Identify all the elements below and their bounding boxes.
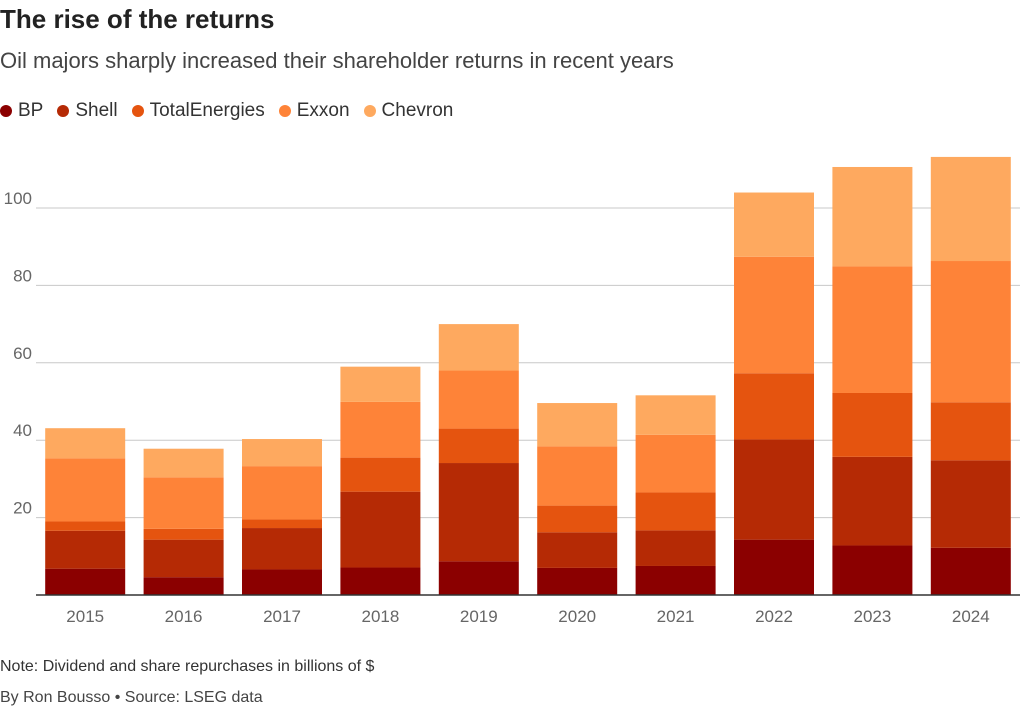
x-tick-label-2024: 2024 bbox=[952, 607, 990, 626]
x-tick-label-2023: 2023 bbox=[853, 607, 891, 626]
bar-2016-totalenergies bbox=[143, 528, 224, 540]
bar-2016-exxon bbox=[143, 477, 224, 529]
bar-2019-chevron bbox=[438, 324, 519, 371]
bar-2015-bp bbox=[45, 568, 126, 595]
legend-swatch-totalenergies bbox=[131, 105, 144, 117]
bar-2016-bp bbox=[143, 577, 224, 595]
legend-label-chevron: Chevron bbox=[381, 100, 454, 121]
legend-swatch-bp bbox=[0, 105, 12, 117]
x-tick-label-2020: 2020 bbox=[558, 607, 596, 626]
bar-2023-shell bbox=[832, 456, 913, 546]
bar-2021-bp bbox=[635, 565, 716, 595]
bar-2024-chevron bbox=[930, 156, 1011, 262]
bar-2024-bp bbox=[930, 547, 1011, 595]
bar-2020-shell bbox=[537, 532, 618, 568]
chart-source: By Ron Bousso • Source: LSEG data bbox=[0, 689, 263, 706]
stacked-bar-chart: 20 40 60 80 100 2015 2016 2017 2018 2019 2020 2021 2… bbox=[4, 156, 1020, 626]
bar-2024-exxon bbox=[930, 261, 1011, 403]
bar-2020-chevron bbox=[537, 403, 618, 447]
y-tick-label-40: 40 bbox=[13, 421, 32, 440]
bar-2015-exxon bbox=[45, 458, 126, 522]
bar-2020-bp bbox=[537, 567, 618, 595]
legend-label-shell: Shell bbox=[75, 100, 118, 121]
bar-2022-chevron bbox=[734, 192, 814, 257]
bar-2015-shell bbox=[45, 530, 126, 569]
bar-2020-exxon bbox=[537, 446, 618, 506]
bar-2018-shell bbox=[340, 491, 421, 568]
legend-label-bp: BP bbox=[18, 100, 44, 121]
legend-swatch-chevron bbox=[363, 105, 376, 117]
bar-2024-totalenergies bbox=[930, 402, 1011, 461]
bar-2017-exxon bbox=[242, 466, 322, 520]
bar-2017-totalenergies bbox=[242, 519, 322, 529]
bar-2017-chevron bbox=[242, 439, 322, 467]
bar-2017-shell bbox=[242, 528, 322, 570]
bar-2016-chevron bbox=[143, 448, 224, 478]
bar-2023-totalenergies bbox=[832, 392, 913, 457]
x-tick-label-2022: 2022 bbox=[755, 607, 793, 626]
x-tick-label-2021: 2021 bbox=[657, 607, 695, 626]
bar-2018-bp bbox=[340, 567, 421, 595]
y-tick-label-80: 80 bbox=[13, 266, 32, 285]
bar-2021-exxon bbox=[635, 434, 716, 493]
bar-2016-shell bbox=[143, 539, 224, 578]
legend-label-exxon: Exxon bbox=[296, 100, 350, 121]
bar-2022-shell bbox=[734, 439, 814, 540]
legend-item-bp: BP bbox=[0, 100, 43, 122]
chart-note: Note: Dividend and share repurchases in … bbox=[0, 658, 375, 675]
bar-2019-shell bbox=[438, 463, 519, 562]
legend-swatch-shell bbox=[57, 105, 70, 117]
bar-2019-totalenergies bbox=[438, 428, 519, 464]
x-tick-label-2015: 2015 bbox=[66, 607, 104, 626]
bar-2021-shell bbox=[635, 530, 716, 566]
y-tick-label-60: 60 bbox=[13, 344, 32, 363]
bar-2019-exxon bbox=[438, 370, 519, 429]
y-tick-label-100: 100 bbox=[4, 189, 32, 208]
bar-2018-totalenergies bbox=[340, 457, 421, 492]
bar-2022-bp bbox=[734, 539, 814, 595]
legend-item-exxon: Exxon bbox=[278, 100, 350, 122]
chart-subtitle: Oil majors sharply increased their share… bbox=[0, 48, 674, 73]
legend-swatch-exxon bbox=[278, 105, 291, 117]
legend-item-shell: Shell bbox=[57, 100, 118, 122]
legend-item-totalenergies: TotalEnergies bbox=[131, 100, 265, 122]
x-tick-label-2019: 2019 bbox=[460, 607, 498, 626]
bar-2015-totalenergies bbox=[45, 521, 126, 531]
legend: BP Shell TotalEnergies Exxon Chevron bbox=[0, 100, 453, 122]
bar-2023-chevron bbox=[832, 166, 913, 267]
legend-label-totalenergies: TotalEnergies bbox=[149, 100, 265, 121]
chart-title: The rise of the returns bbox=[0, 4, 275, 34]
bar-2023-exxon bbox=[832, 266, 913, 393]
bar-2021-totalenergies bbox=[635, 492, 716, 531]
x-tick-label-2017: 2017 bbox=[263, 607, 301, 626]
y-tick-label-20: 20 bbox=[13, 499, 32, 518]
bar-2018-exxon bbox=[340, 401, 421, 458]
bar-2015-chevron bbox=[45, 428, 126, 459]
bar-2023-bp bbox=[832, 545, 913, 595]
bar-2022-exxon bbox=[734, 256, 814, 374]
bar-2020-totalenergies bbox=[537, 505, 618, 533]
bar-2021-chevron bbox=[635, 395, 716, 435]
bar-2024-shell bbox=[930, 460, 1011, 548]
bar-2017-bp bbox=[242, 569, 322, 595]
bar-2022-totalenergies bbox=[734, 373, 814, 440]
bar-2018-chevron bbox=[340, 366, 421, 402]
legend-item-chevron: Chevron bbox=[363, 100, 454, 122]
x-tick-label-2016: 2016 bbox=[165, 607, 203, 626]
bar-2019-bp bbox=[438, 561, 519, 595]
x-tick-label-2018: 2018 bbox=[361, 607, 399, 626]
